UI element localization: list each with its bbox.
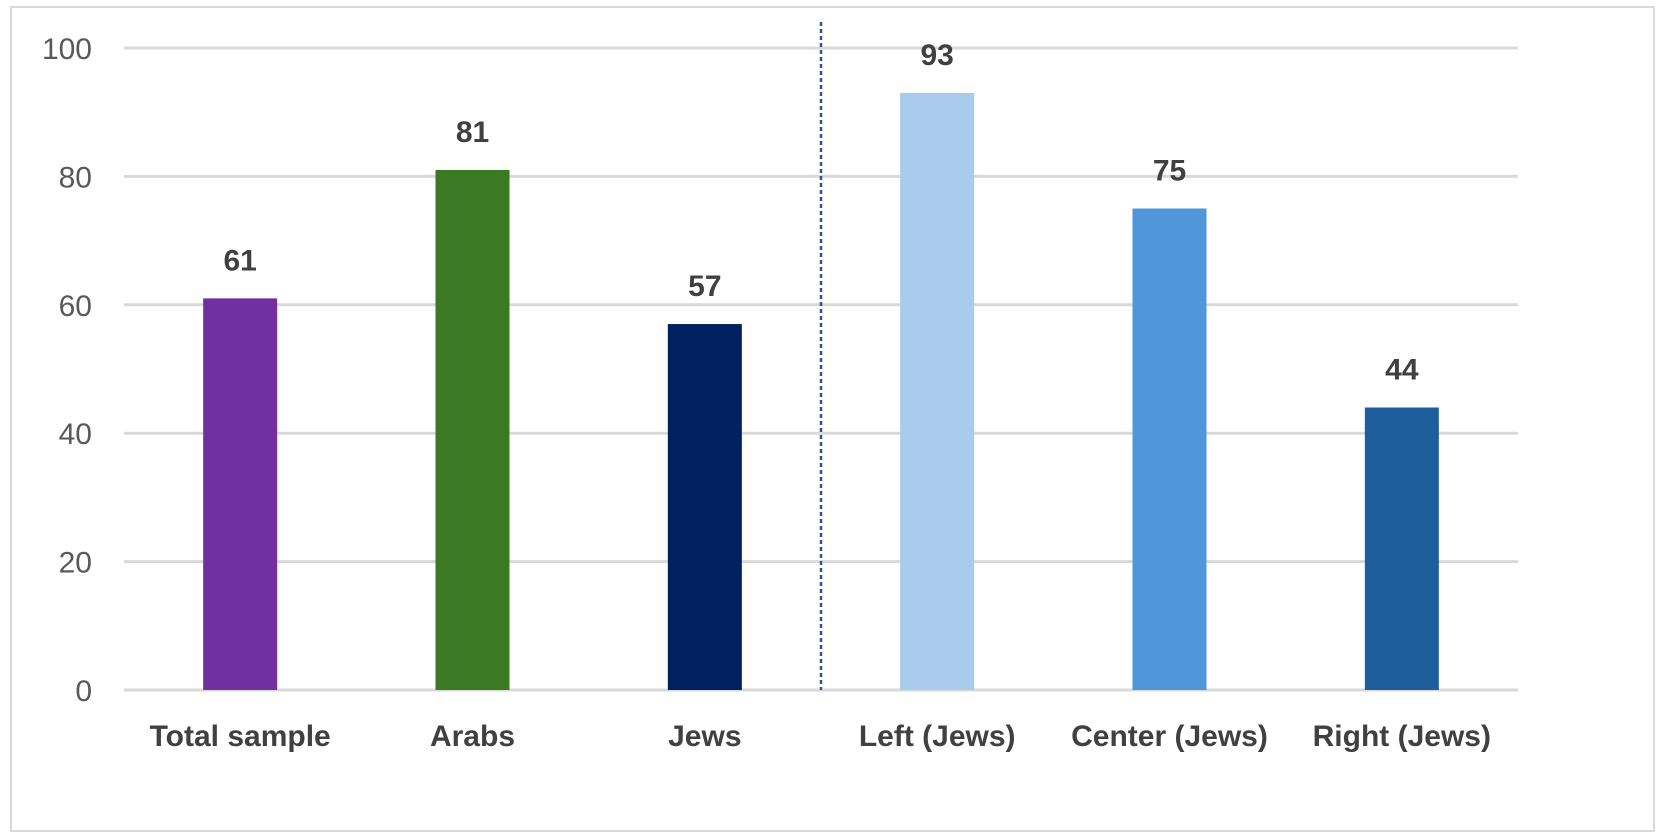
data-label-5: 44 <box>1385 354 1419 387</box>
bar-1 <box>435 169 510 691</box>
bar-0 <box>203 298 278 690</box>
y-tick-label-0: 0 <box>75 675 92 708</box>
category-label-3: Left (Jews) <box>859 720 1016 753</box>
y-tick-label-60: 60 <box>59 290 92 323</box>
y-tick-label-40: 40 <box>59 418 92 451</box>
category-label-4: Center (Jews) <box>1071 720 1268 753</box>
data-label-0: 61 <box>223 244 256 277</box>
category-label-2: Jews <box>668 720 741 753</box>
y-tick-label-20: 20 <box>59 547 92 580</box>
data-label-2: 57 <box>688 270 721 303</box>
bars <box>203 92 1439 691</box>
category-label-1: Arabs <box>430 720 515 753</box>
data-labels: 61 81 57 93 75 44 <box>223 39 1418 387</box>
category-label-0: Total sample <box>150 720 331 753</box>
data-label-4: 75 <box>1153 155 1186 188</box>
bar-3 <box>900 92 975 690</box>
y-tick-label-80: 80 <box>59 161 92 194</box>
data-label-3: 93 <box>920 39 953 72</box>
category-label-5: Right (Jews) <box>1313 720 1491 753</box>
data-label-1: 81 <box>456 116 489 149</box>
y-tick-label-100: 100 <box>42 33 92 66</box>
bar-4 <box>1132 208 1207 690</box>
bar-5 <box>1364 407 1439 690</box>
x-axis-categories: Total sample Arabs Jews Left (Jews) Center (… <box>150 720 1491 753</box>
bar-2 <box>667 324 742 690</box>
y-axis-ticks: 0 20 40 60 80 100 <box>42 33 92 708</box>
